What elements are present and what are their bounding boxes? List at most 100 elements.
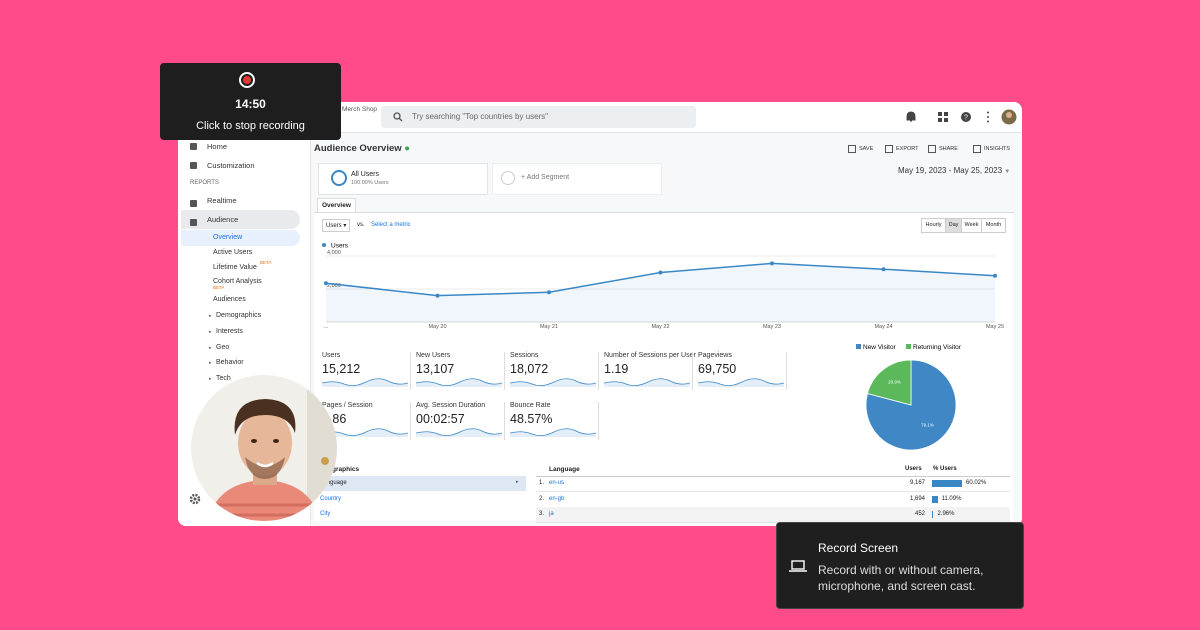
nav-subitem: Tech <box>216 375 231 382</box>
column-header: % Users <box>933 466 957 472</box>
metric-label: Pageviews <box>698 352 732 359</box>
nav-icon <box>190 143 197 150</box>
percent-cell: 60.02% <box>966 480 987 486</box>
segment-share: 100.00% Users <box>351 180 389 186</box>
y-tick-label: 2,000 <box>327 283 341 289</box>
demographics-row: City <box>320 511 331 517</box>
settings-icon[interactable] <box>189 493 201 505</box>
demographics-row: Country <box>320 495 342 502</box>
metric-divider <box>504 352 505 390</box>
users-cell: 9,167 <box>909 480 925 486</box>
beta-badge: BETA <box>213 285 225 290</box>
record-screen-tooltip[interactable]: Record Screen Record with or without cam… <box>776 522 1024 609</box>
nav-item: Home <box>207 142 228 151</box>
metric-divider <box>504 402 505 440</box>
metric-label: Number of Sessions per User <box>604 352 696 359</box>
segment-ring <box>331 170 347 186</box>
audience-highlight <box>181 210 300 229</box>
metric-divider <box>786 352 787 390</box>
search-placeholder: Try searching "Top countries by users" <box>412 112 549 121</box>
slice-label: 79.1% <box>921 422 934 427</box>
metric-divider <box>598 352 599 390</box>
percent-cell: 2.96% <box>937 511 955 517</box>
add-segment[interactable]: + Add Segment <box>492 163 662 195</box>
search-box[interactable]: Try searching "Top countries by users" <box>381 106 696 128</box>
metric-label: Users <box>322 352 341 359</box>
point <box>547 290 551 295</box>
demographics-row: Language <box>320 480 347 486</box>
point <box>993 273 997 278</box>
y-tick-label: 4,000 <box>327 250 341 256</box>
point <box>881 267 886 272</box>
demographics-title: Demographics <box>314 466 360 473</box>
metric-value: 48.57% <box>510 412 553 426</box>
action-icon <box>848 145 856 153</box>
nav-subitem: Geo <box>216 344 230 351</box>
webcam-bubble <box>191 375 337 521</box>
x-tick-label: May 25 <box>986 324 1004 330</box>
recording-control[interactable]: 14:50 Click to stop recording <box>160 63 341 140</box>
metric-label: Sessions <box>510 352 539 359</box>
recording-time: 14:50 <box>235 97 266 111</box>
sparkline <box>510 378 596 387</box>
nav-subitem: Lifetime Value <box>213 264 257 271</box>
expand-arrow: ▸ <box>209 360 212 366</box>
legend-label: Users <box>331 243 349 250</box>
svg-text:?: ? <box>964 115 968 122</box>
sparkline <box>416 428 502 437</box>
slice-label: 20.9% <box>888 380 901 385</box>
metric-dropdown[interactable]: Users ▾ <box>322 219 351 232</box>
recording-hint: Click to stop recording <box>196 120 305 132</box>
metric-divider <box>410 402 411 440</box>
metric-divider <box>692 352 693 390</box>
metric-value: 00:02:57 <box>416 412 465 426</box>
row-rule <box>536 522 1010 523</box>
tab[interactable]: Overview <box>317 198 356 212</box>
sparkline <box>510 428 596 437</box>
date-range[interactable]: May 19, 2023 - May 25, 2023 ▼ <box>898 166 1010 175</box>
select-metric[interactable]: Select a metric <box>371 222 411 228</box>
row-index: 3. <box>539 511 545 517</box>
nav-subitem: Audiences <box>213 296 246 303</box>
granularity-button: Hourly <box>921 218 946 233</box>
metric-value: 13,107 <box>416 362 455 376</box>
nav-icon <box>190 162 197 169</box>
sparkline <box>604 378 690 387</box>
granularity-button: Month <box>981 218 1006 233</box>
segment-card[interactable]: All Users 100.00% Users <box>318 163 488 195</box>
page-title-text: Audience Overview <box>314 143 402 154</box>
metric-label: Bounce Rate <box>510 402 551 409</box>
record-ring <box>239 72 255 88</box>
metric-value: 18,072 <box>510 362 549 376</box>
pie-chart: New Visitor Returning Visitor 79.1% 20.9% <box>856 344 962 451</box>
language-link: en-gb <box>549 495 565 502</box>
sparkline <box>416 378 502 387</box>
vs-label: vs. <box>357 222 365 228</box>
expand-arrow: ▸ <box>209 329 212 335</box>
table-rule <box>536 476 1010 477</box>
verified-icon: ● <box>404 143 411 154</box>
users-cell: 452 <box>914 511 925 517</box>
line-area <box>326 263 995 322</box>
segment-name: All Users <box>351 171 380 178</box>
row-index: 1. <box>539 480 545 486</box>
row-index: 2. <box>539 495 545 502</box>
expand-arrow: ▸ <box>209 313 212 319</box>
metric-name: Users <box>326 223 342 229</box>
percent-bar <box>932 495 938 503</box>
row-highlight <box>314 476 526 491</box>
x-tick-label: May 20 <box>428 324 446 330</box>
action-icon <box>973 145 981 153</box>
nav-item: Realtime <box>207 196 237 205</box>
percent-bar <box>932 511 934 518</box>
row-rule <box>536 491 1010 492</box>
nav-section: REPORTS <box>190 180 219 186</box>
users-cell: 1,694 <box>909 495 925 502</box>
legend-swatch <box>856 344 861 349</box>
granularity-button: Week <box>961 218 982 233</box>
action-button: SHARE <box>939 146 958 152</box>
expand-arrow: ▸ <box>209 376 212 382</box>
action-button: EXPORT <box>896 146 919 152</box>
date-range-text: May 19, 2023 - May 25, 2023 <box>898 166 1003 175</box>
legend-swatch <box>906 344 911 349</box>
